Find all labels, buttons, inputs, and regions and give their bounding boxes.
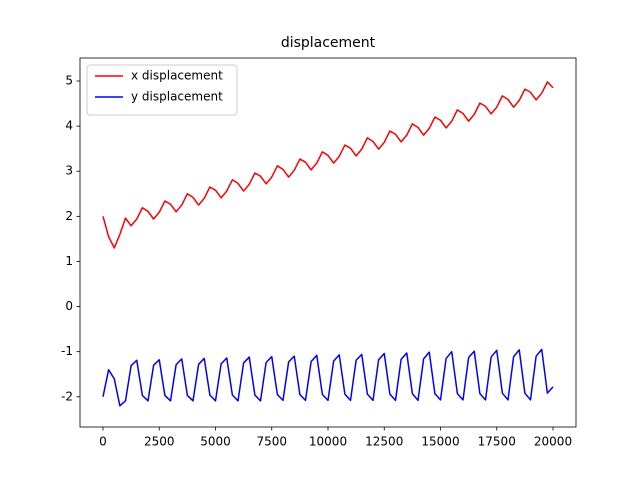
y-tick-label: 5	[65, 74, 73, 88]
x-tick-label: 5000	[200, 435, 231, 449]
data-line	[102, 348, 554, 407]
chart-title: displacement	[281, 35, 376, 51]
x-tick-label: 20000	[534, 435, 572, 449]
legend: x displacement y displacement	[86, 64, 238, 116]
y-tick-label: 1	[65, 254, 73, 268]
legend-label: x displacement	[131, 69, 223, 83]
legend-box	[86, 64, 238, 116]
data-line	[102, 81, 554, 249]
x-tick-label: 7500	[256, 435, 287, 449]
y-tick-label: 3	[65, 164, 73, 178]
x-tick-label: 2500	[144, 435, 175, 449]
y-tick-label: 4	[65, 119, 73, 133]
y-tick-label: 0	[65, 299, 73, 313]
plot-frame	[79, 57, 577, 428]
y-tick-label: -1	[61, 344, 73, 358]
x-tick-label: 0	[99, 435, 107, 449]
y-tick-label: -2	[61, 389, 73, 403]
legend-label: y displacement	[131, 90, 223, 104]
x-tick-label: 10000	[309, 435, 347, 449]
y-tick-label: 2	[65, 209, 73, 223]
x-tick-label: 12500	[365, 435, 403, 449]
x-tick-label: 15000	[421, 435, 459, 449]
x-tick-label: 17500	[478, 435, 516, 449]
